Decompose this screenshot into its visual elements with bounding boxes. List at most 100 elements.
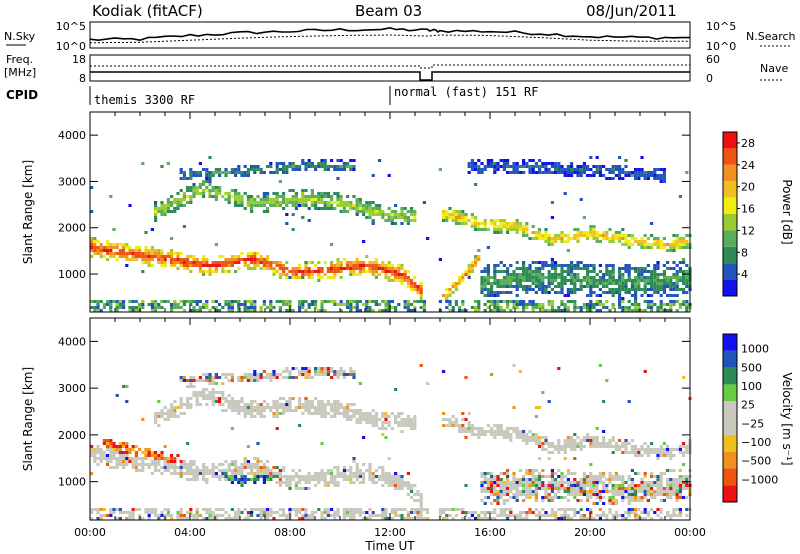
range-cell bbox=[538, 478, 542, 481]
beam-title: Beam 03 bbox=[355, 2, 422, 20]
range-cell bbox=[381, 514, 385, 517]
range-cell bbox=[278, 469, 282, 472]
range-cell bbox=[640, 288, 644, 291]
range-cell bbox=[240, 204, 244, 207]
range-cell bbox=[474, 517, 478, 520]
range-cell bbox=[499, 493, 503, 496]
range-cell bbox=[554, 240, 558, 243]
range-cell bbox=[205, 258, 209, 261]
range-cell bbox=[576, 231, 580, 234]
range-cell bbox=[547, 493, 551, 496]
range-cell bbox=[669, 288, 673, 291]
range-cell bbox=[294, 475, 298, 478]
range-cell bbox=[301, 370, 305, 373]
range-cell bbox=[333, 514, 337, 517]
sky-noise-frame bbox=[89, 21, 691, 49]
range-cell bbox=[163, 204, 167, 207]
range-cell bbox=[323, 168, 327, 171]
range-cell bbox=[669, 303, 673, 306]
range-cell bbox=[470, 427, 474, 430]
range-cell bbox=[205, 180, 209, 183]
range-cell bbox=[336, 261, 340, 264]
range-cell bbox=[346, 412, 350, 415]
range-cell bbox=[570, 484, 574, 487]
range-cell bbox=[141, 162, 145, 165]
range-cell bbox=[189, 379, 193, 382]
range-cell bbox=[512, 273, 516, 276]
range-cell bbox=[141, 261, 145, 264]
range-cell bbox=[403, 484, 407, 487]
range-cell bbox=[371, 409, 375, 412]
range-cell bbox=[317, 270, 321, 273]
range-cell bbox=[310, 406, 314, 409]
range-cell bbox=[621, 451, 625, 454]
range-cell bbox=[509, 264, 513, 267]
range-cell bbox=[259, 460, 263, 463]
range-cell bbox=[285, 406, 289, 409]
range-cell bbox=[307, 159, 311, 162]
range-cell bbox=[554, 279, 558, 282]
range-cell bbox=[627, 279, 631, 282]
range-cell bbox=[618, 240, 622, 243]
range-cell bbox=[656, 264, 660, 267]
range-cell bbox=[221, 463, 225, 466]
range-cell bbox=[541, 162, 545, 165]
range-cell bbox=[509, 496, 513, 499]
range-cell bbox=[205, 373, 209, 376]
range-cell bbox=[554, 511, 558, 514]
range-cell bbox=[592, 282, 596, 285]
range-cell bbox=[333, 264, 337, 267]
range-cell bbox=[592, 270, 596, 273]
range-cell bbox=[358, 511, 362, 514]
range-cell bbox=[336, 177, 340, 180]
range-cell bbox=[272, 273, 276, 276]
range-cell bbox=[531, 306, 535, 309]
range-cell bbox=[307, 303, 311, 306]
range-cell bbox=[547, 276, 551, 279]
range-cell bbox=[176, 472, 180, 475]
range-cell bbox=[480, 270, 484, 273]
range-cell bbox=[288, 276, 292, 279]
range-cell bbox=[352, 207, 356, 210]
range-cell bbox=[467, 430, 471, 433]
range-cell bbox=[106, 246, 110, 249]
range-cell bbox=[195, 261, 199, 264]
range-cell bbox=[160, 457, 164, 460]
range-cell bbox=[486, 294, 490, 297]
range-cell bbox=[675, 282, 679, 285]
range-cell bbox=[518, 484, 522, 487]
range-cell bbox=[173, 210, 177, 213]
range-cell bbox=[480, 475, 484, 478]
range-cell bbox=[534, 493, 538, 496]
range-cell bbox=[285, 481, 289, 484]
range-cell bbox=[138, 463, 142, 466]
range-cell bbox=[323, 475, 327, 478]
range-cell bbox=[678, 243, 682, 246]
colorbar-swatch bbox=[723, 350, 737, 368]
range-cell bbox=[589, 168, 593, 171]
range-cell bbox=[416, 285, 420, 288]
range-cell bbox=[141, 466, 145, 469]
range-cell bbox=[269, 406, 273, 409]
range-cell bbox=[362, 412, 366, 415]
range-cell bbox=[653, 276, 657, 279]
range-cell bbox=[115, 306, 119, 309]
range-cell bbox=[307, 270, 311, 273]
range-cell bbox=[557, 309, 561, 312]
range-cell bbox=[470, 264, 474, 267]
range-cell bbox=[685, 508, 689, 511]
range-cell bbox=[202, 183, 206, 186]
range-cell bbox=[99, 454, 103, 457]
range-cell bbox=[355, 198, 359, 201]
range-cell bbox=[282, 198, 286, 201]
range-cell bbox=[275, 406, 279, 409]
range-cell bbox=[115, 246, 119, 249]
range-cell bbox=[291, 201, 295, 204]
range-cell bbox=[224, 376, 228, 379]
range-cell bbox=[528, 508, 532, 511]
range-cell bbox=[304, 397, 308, 400]
range-cell bbox=[234, 403, 238, 406]
range-cell bbox=[160, 451, 164, 454]
range-cell bbox=[576, 436, 580, 439]
range-cell bbox=[285, 517, 289, 520]
